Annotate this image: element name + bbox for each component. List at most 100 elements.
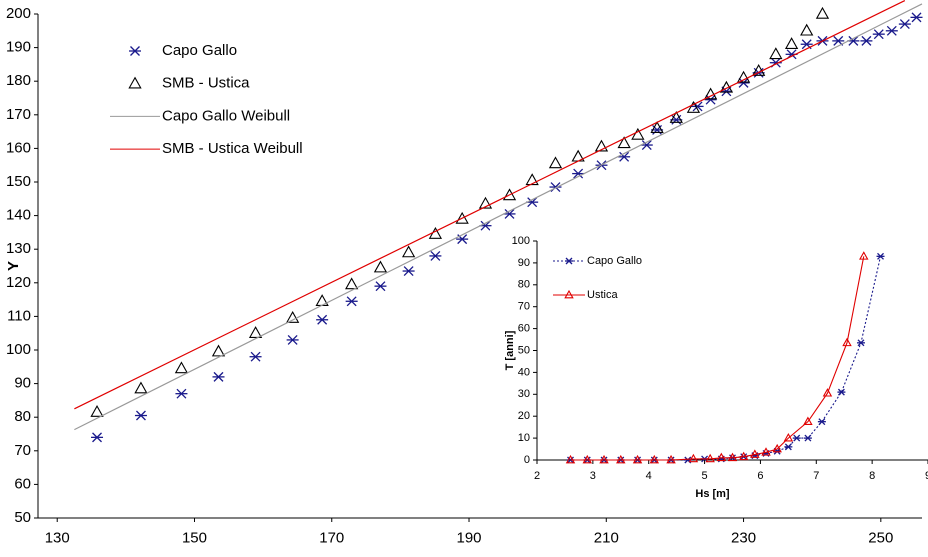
asterisk-marker: [374, 281, 387, 292]
x-tick-label: 150: [182, 529, 207, 546]
triangle-marker: [632, 454, 643, 464]
triangle-marker: [738, 451, 749, 461]
legend-label: Capo Gallo Weibull: [162, 107, 290, 124]
triangle-marker: [631, 127, 645, 140]
asterisk-marker: [249, 351, 262, 362]
triangle-marker: [128, 76, 142, 89]
triangle-marker: [803, 416, 813, 426]
y-tick-label: 70: [518, 301, 530, 313]
triangle-marker: [761, 447, 771, 456]
triangle-marker: [784, 37, 799, 49]
series-line: [74, 3, 923, 431]
y-tick-label: 90: [518, 257, 530, 269]
asterisk-marker: [286, 334, 299, 345]
triangle-marker: [594, 139, 609, 152]
y-axis-label: T [anni]: [504, 330, 516, 370]
triangle-marker: [822, 388, 833, 397]
asterisk-marker: [876, 252, 885, 260]
triangle-marker: [285, 310, 300, 323]
y-tick-label: 30: [518, 388, 530, 400]
asterisk-marker: [910, 12, 923, 23]
triangle-marker: [752, 63, 766, 76]
triangle-marker: [455, 211, 469, 224]
asterisk-marker: [817, 418, 826, 426]
triangle-marker: [134, 381, 148, 394]
y-tick-label: 0: [524, 454, 530, 466]
asterisk-marker: [134, 410, 147, 421]
triangle-marker: [705, 453, 715, 463]
triangle-marker: [599, 454, 609, 464]
legend-label: Capo Gallo: [162, 42, 237, 59]
asterisk-marker: [837, 388, 846, 396]
x-tick-label: 6: [757, 470, 763, 482]
y-tick-label: 40: [518, 366, 530, 378]
triangle-marker: [783, 432, 794, 442]
asterisk-marker: [572, 168, 585, 179]
y-tick-label: 20: [518, 410, 530, 422]
x-tick-label: 130: [45, 529, 70, 546]
asterisk-marker: [803, 434, 812, 442]
triangle-marker: [478, 196, 493, 209]
asterisk-marker: [456, 234, 469, 245]
triangle-marker: [859, 251, 869, 260]
asterisk-marker: [704, 94, 717, 105]
y-tick-label: 90: [14, 375, 31, 392]
x-tick-label: 7: [813, 470, 819, 482]
asterisk-marker: [640, 140, 653, 150]
triangle-marker: [686, 100, 701, 113]
triangle-marker: [315, 294, 329, 307]
asterisk-marker: [860, 35, 873, 46]
legend-label: SMB - Ustica Weibull: [162, 140, 303, 157]
triangle-marker: [211, 344, 226, 357]
y-tick-label: 200: [6, 5, 31, 22]
asterisk-marker: [345, 296, 358, 307]
asterisk-marker: [212, 371, 225, 382]
x-tick-label: 2: [534, 470, 540, 482]
x-tick-label: 250: [868, 529, 893, 546]
asterisk-marker: [565, 257, 573, 265]
x-tick-label: 3: [590, 470, 596, 482]
triangle-marker: [716, 452, 727, 462]
triangle-marker: [800, 23, 814, 36]
triangle-marker: [525, 173, 539, 186]
x-axis-label: Hs [m]: [695, 488, 730, 500]
asterisk-marker: [129, 46, 141, 56]
x-tick-label: 8: [869, 470, 875, 482]
y-tick-label: 140: [6, 207, 31, 224]
inset-background: [490, 228, 928, 508]
x-tick-label: 230: [731, 529, 756, 546]
triangle-marker: [373, 260, 388, 273]
asterisk-marker: [503, 208, 516, 219]
asterisk-marker: [792, 434, 801, 442]
asterisk-marker: [885, 25, 898, 36]
x-tick-label: 210: [594, 529, 619, 546]
triangle-marker: [842, 337, 852, 347]
y-tick-label: 80: [14, 408, 31, 425]
y-tick-label: 130: [6, 240, 31, 257]
asterisk-marker: [618, 151, 631, 162]
legend-label: Capo Gallo: [587, 255, 642, 267]
asterisk-marker: [737, 77, 750, 88]
y-tick-label: 150: [6, 173, 31, 190]
triangle-marker: [502, 188, 517, 201]
x-tick-label: 9: [925, 470, 928, 482]
y-tick-label: 60: [14, 475, 31, 492]
asterisk-marker: [898, 19, 911, 30]
triangle-marker: [772, 443, 782, 453]
triangle-marker: [650, 121, 664, 133]
triangle-marker: [90, 405, 104, 417]
x-tick-label: 4: [646, 470, 652, 482]
legend-label: Ustica: [587, 289, 618, 301]
series-line: [570, 256, 882, 461]
y-tick-label: 10: [518, 432, 530, 444]
triangle-marker: [815, 6, 830, 19]
triangle-marker: [565, 454, 576, 464]
x-tick-label: 170: [319, 529, 344, 546]
y-tick-label: 50: [14, 509, 31, 526]
asterisk-marker: [856, 339, 865, 347]
y-tick-label: 120: [6, 274, 31, 291]
legend-label: SMB - Ustica: [162, 75, 250, 92]
triangle-marker: [248, 326, 263, 338]
triangle-marker: [727, 452, 738, 462]
y-tick-label: 80: [518, 279, 530, 291]
